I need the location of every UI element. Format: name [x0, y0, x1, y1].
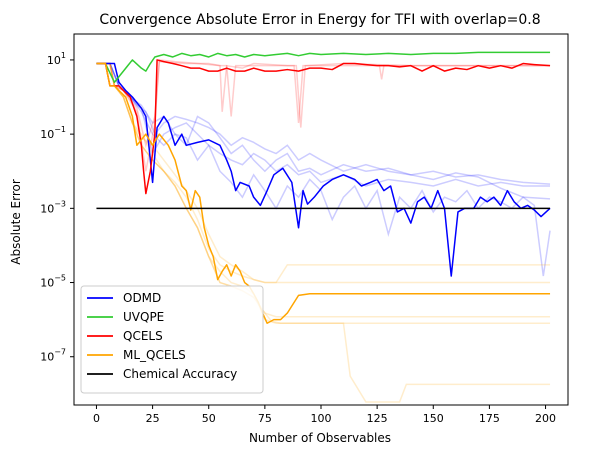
faint-run-line-3	[96, 62, 551, 200]
y-axis-label: Absolute Error	[9, 179, 23, 265]
faint-run-line-4	[96, 59, 551, 149]
series-layer	[96, 51, 551, 324]
faint-run-line-0	[96, 62, 551, 185]
faint-run-line-8	[96, 62, 551, 318]
faint-run-line-1	[96, 62, 551, 187]
legend-label: ML_QCELS	[123, 348, 186, 362]
series-line-uvqpe	[96, 51, 551, 84]
legend-label: UVQPE	[123, 310, 164, 324]
x-tick-label: 200	[535, 412, 556, 425]
y-tick-label: 10−5	[40, 274, 66, 290]
legend-label: Chemical Accuracy	[123, 367, 237, 381]
chart-title: Convergence Absolute Error in Energy for…	[99, 12, 540, 28]
x-tick-label: 125	[367, 412, 388, 425]
legend-label: ODMD	[123, 291, 161, 305]
faint-run-line-6	[96, 62, 551, 284]
x-tick-label: 175	[479, 412, 500, 425]
series-line-ml-qcels	[96, 62, 551, 324]
x-tick-label: 50	[202, 412, 216, 425]
x-tick-label: 150	[423, 412, 444, 425]
x-tick-label: 75	[258, 412, 272, 425]
x-tick-label: 100	[311, 412, 332, 425]
x-axis-label: Number of Observables	[249, 431, 391, 445]
x-tick-label: 0	[93, 412, 100, 425]
y-tick-label: 101	[47, 51, 66, 67]
series-line-odmd	[96, 62, 551, 277]
faint-run-line-9	[96, 62, 551, 324]
y-tick-label: 10−1	[40, 125, 66, 141]
x-axis-ticks: 0 25 50 75 100 125 150 175 200	[93, 405, 556, 425]
x-tick-label: 25	[146, 412, 160, 425]
series-line-qcels	[96, 59, 551, 195]
legend-label: QCELS	[123, 329, 163, 343]
faint-run-line-10	[96, 62, 551, 403]
y-axis-ticks: 10−7 10−5 10−3 10−1 101	[40, 51, 74, 364]
y-tick-label: 10−3	[40, 199, 66, 215]
y-tick-label: 10−7	[40, 348, 66, 364]
legend: ODMD UVQPE QCELS ML_QCELS Chemical Accuracy	[80, 285, 264, 394]
faint-run-line-2	[96, 62, 551, 277]
faint-run-line-7	[96, 62, 551, 284]
legend-box	[80, 285, 264, 394]
